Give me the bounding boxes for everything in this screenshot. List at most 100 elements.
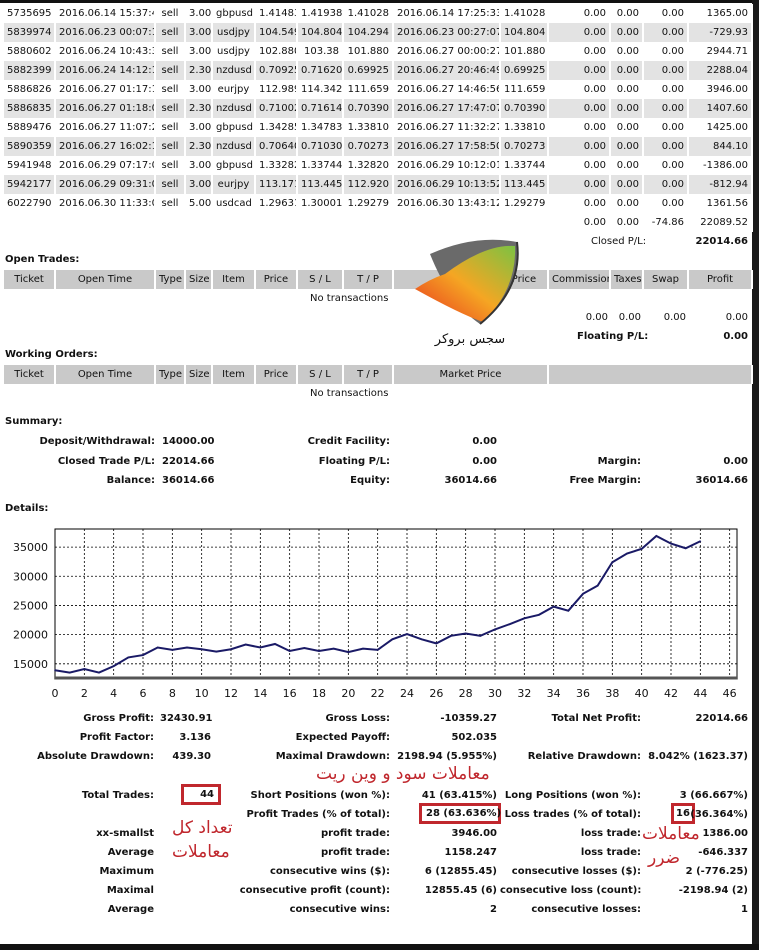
header-open-time: Open Time — [56, 270, 156, 289]
cell-profit: 2288.04 — [689, 61, 753, 80]
stat-row-profit-value: 3946.00 — [451, 828, 497, 839]
cell-size: 3.00 — [186, 175, 213, 194]
header-open-time: Open Time — [56, 365, 156, 384]
stat-row-profit-label: profit trade: — [320, 828, 390, 839]
scrollbar[interactable] — [752, 0, 759, 950]
stat-profit_factor-label: Profit Factor: — [79, 732, 154, 743]
cell-size: 5.00 — [186, 194, 213, 213]
cell-empty — [186, 213, 213, 232]
cell-empty — [344, 213, 394, 232]
header-price: Price — [256, 270, 298, 289]
data-point — [684, 547, 687, 550]
cell-price: 1.29631 — [256, 194, 298, 213]
cell-empty — [501, 213, 549, 232]
stat-row-profit-value: 2 — [490, 904, 497, 915]
header-item: Item — [213, 365, 256, 384]
header-ticket: Ticket — [4, 270, 56, 289]
data-point — [186, 646, 188, 649]
x-tick-label: 22 — [371, 687, 385, 700]
header-type: Type — [156, 365, 186, 384]
cell-swap: 0.00 — [644, 42, 689, 61]
cell-ticket: 5882399 — [4, 61, 56, 80]
cell-close-time: 2016.06.29 10:12:01 — [394, 156, 501, 175]
summary-title: Summary: — [5, 416, 63, 427]
stat-row-profit-value: 6 (12855.45) — [424, 866, 497, 877]
stat-total-trades-label: Total Trades: — [81, 790, 154, 801]
annotation-win-rate: معاملات سود و وین ریت — [316, 764, 490, 784]
floating-pl-label: Floating P/L: — [577, 331, 649, 342]
x-tick-label: 46 — [723, 687, 737, 700]
cell-open-time: 2016.06.27 01:18:03 — [56, 99, 156, 118]
totals-row: 0.00 0.00 -74.86 22089.52 — [4, 213, 753, 232]
cell-price: 102.880 — [256, 42, 298, 61]
closed-pl-label: Closed P/L: — [591, 236, 647, 247]
summary-floating-value: 0.00 — [472, 456, 497, 467]
open-taxes-total: 0.00 — [618, 312, 641, 323]
cell-profit: 2944.71 — [689, 42, 753, 61]
annotation-total-1: تعداد کل — [172, 818, 233, 838]
bottom-border — [0, 944, 759, 950]
stat-row-loss-label: consecutive losses ($): — [511, 866, 641, 877]
stat-expected_payoff-label: Expected Payoff: — [295, 732, 390, 743]
data-point — [567, 609, 570, 612]
x-tick-label: 34 — [547, 687, 561, 700]
plot-area — [54, 528, 738, 680]
header-commission: Commission — [549, 270, 611, 289]
table-row: 5735695 2016.06.14 15:37:42 sell 3.00 gbpusd… — [4, 4, 753, 23]
data-point — [112, 665, 115, 667]
cell-open-time: 2016.06.23 00:07:15 — [56, 23, 156, 42]
cell-item: nzdusd — [213, 61, 256, 80]
cell-close-time: 2016.06.30 13:43:12 — [394, 194, 501, 213]
cell-size: 3.00 — [186, 80, 213, 99]
equity-chart: 0 2 4 6 8 10 12 14 16 18 20 22 24 26 28 30 32 34 36 38 40 42 4… — [13, 528, 738, 700]
cell-sl: 1.41938 — [298, 4, 344, 23]
header-s-l: S / L — [298, 270, 344, 289]
cell-open-time: 2016.06.30 11:33:03 — [56, 194, 156, 213]
data-point — [171, 649, 174, 651]
cell-size: 2.30 — [186, 99, 213, 118]
cell-close-time: 2016.06.14 17:25:33 — [394, 4, 501, 23]
cell-commission: 0.00 — [549, 137, 611, 156]
cell-ticket: 5735695 — [4, 4, 56, 23]
stat-row-profit-label: consecutive profit (count): — [239, 885, 390, 896]
cell-size: 3.00 — [186, 23, 213, 42]
stat-max_dd-label: Maximal Drawdown: — [275, 751, 390, 762]
data-point — [318, 650, 320, 652]
cell-profit: -729.93 — [689, 23, 753, 42]
cell-sl: 1.33744 — [298, 156, 344, 175]
cell-open-time: 2016.06.27 01:17:12 — [56, 80, 156, 99]
shield-logo-icon — [415, 239, 519, 325]
stat-long-label: Long Positions (won %): — [504, 790, 641, 801]
cell-commission: 0.00 — [549, 42, 611, 61]
cell-type: sell — [156, 137, 186, 156]
cell-commission: 0.00 — [549, 99, 611, 118]
header-item: Item — [213, 270, 256, 289]
x-tick-label: 4 — [110, 687, 117, 700]
cell-size: 3.00 — [186, 156, 213, 175]
open-trades-title: Open Trades: — [5, 254, 80, 265]
x-tick-label: 10 — [195, 687, 209, 700]
details-title: Details: — [5, 503, 49, 514]
cell-item: gbpusd — [213, 156, 256, 175]
cell-close-price: 104.804 — [501, 23, 549, 42]
cell-item: usdjpy — [213, 23, 256, 42]
cell-price: 113.171 — [256, 175, 298, 194]
stat-row-loss-label: consecutive losses: — [531, 904, 641, 915]
cell-commission: 0.00 — [549, 4, 611, 23]
x-tick-label: 42 — [664, 687, 678, 700]
stat-row-profit-label: profit trade: — [320, 847, 390, 858]
table-row: 5882399 2016.06.24 14:12:13 sell 2.30 nzdusd… — [4, 61, 753, 80]
data-point — [611, 561, 614, 564]
cell-empty — [156, 213, 186, 232]
stat-gross_profit-label: Gross Profit: — [83, 713, 154, 724]
cell-tp: 1.32820 — [344, 156, 394, 175]
cell-type: sell — [156, 80, 186, 99]
cell-price: 112.989 — [256, 80, 298, 99]
cell-taxes: 0.00 — [611, 156, 644, 175]
cell-taxes: 0.00 — [611, 4, 644, 23]
cell-item: eurjpy — [213, 80, 256, 99]
cell-item: gbpusd — [213, 4, 256, 23]
x-tick-label: 6 — [140, 687, 147, 700]
data-point — [332, 647, 335, 650]
data-point — [142, 654, 144, 656]
